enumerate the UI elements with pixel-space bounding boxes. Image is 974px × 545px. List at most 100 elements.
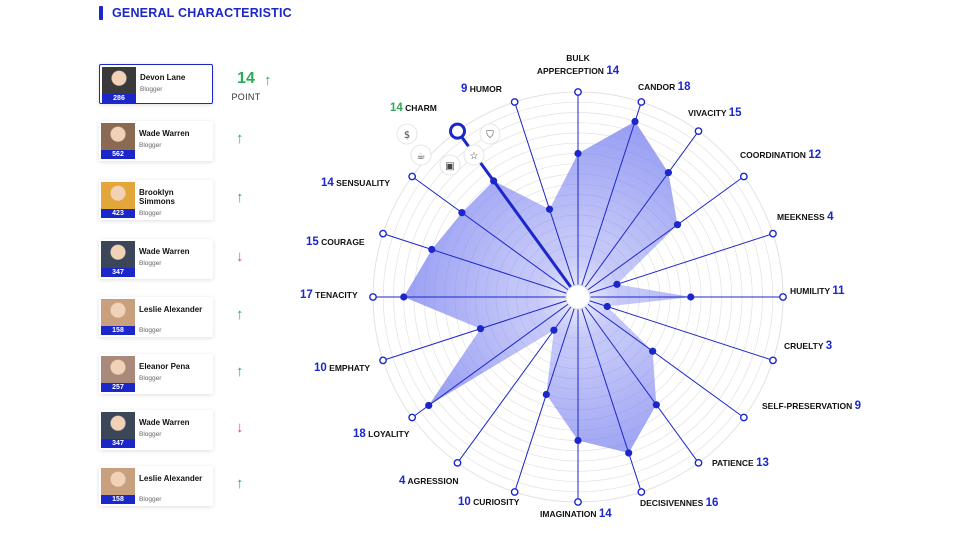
axis-end-marker bbox=[574, 88, 582, 96]
data-point bbox=[687, 293, 695, 301]
axis-label-text: DECISIVENNES 16 bbox=[640, 497, 718, 509]
axis-label: 18 LOYALITY bbox=[353, 428, 410, 440]
axis-label-text: MEEKNESS 4 bbox=[777, 211, 834, 223]
trend-up-icon: ↑ bbox=[236, 363, 244, 380]
axis-end-marker bbox=[694, 458, 703, 467]
trend-down-icon: ↓ bbox=[236, 419, 244, 436]
icon-glyph: ▣ bbox=[445, 161, 454, 172]
axis-label-text: BULK bbox=[566, 53, 590, 63]
axis-label: CANDOR 18 bbox=[638, 81, 691, 93]
axis-end-marker bbox=[694, 127, 703, 136]
avatar-photo bbox=[101, 182, 135, 210]
user-card[interactable]: 347 Wade Warren Blogger ↓ bbox=[99, 410, 244, 450]
user-card[interactable]: 347 Wade Warren Blogger ↓ bbox=[99, 239, 244, 279]
axis-label-text: 10 EMPHATY bbox=[314, 362, 370, 374]
coffee-icon[interactable]: ☕ bbox=[410, 144, 432, 166]
axis-label: SELF-PRESERVATION 9 bbox=[762, 400, 861, 412]
points-value: 14 bbox=[237, 70, 255, 87]
data-point bbox=[603, 302, 611, 311]
axis-line bbox=[577, 296, 642, 493]
axis-label: COORDINATION 12 bbox=[740, 149, 821, 161]
user-name: Eleanor Pena bbox=[139, 362, 190, 371]
points-summary: 14 POINT bbox=[231, 70, 261, 102]
axis-end-marker bbox=[739, 172, 748, 181]
trend-down-icon: ↓ bbox=[236, 248, 244, 265]
axis-end-marker bbox=[379, 229, 387, 238]
axis-label: 15 COURAGE bbox=[306, 236, 365, 248]
axis-label-text: 4 AGRESSION bbox=[399, 475, 458, 487]
axis-label-text: SELF-PRESERVATION 9 bbox=[762, 400, 861, 412]
axis-line bbox=[411, 176, 579, 298]
avatar: 562 bbox=[101, 123, 135, 159]
user-role: Blogger bbox=[139, 260, 162, 267]
user-score-badge: 562 bbox=[101, 150, 135, 159]
data-point bbox=[428, 245, 436, 254]
axis-label-text: IMAGINATION 14 bbox=[540, 508, 612, 520]
axis-label: CRUELTY 3 bbox=[784, 340, 832, 352]
page-title: GENERAL CHARACTERISTIC bbox=[112, 6, 292, 20]
axis-label: 14 CHARM bbox=[390, 102, 437, 114]
user-card[interactable]: 158 Leslie Alexander Blogger ↑ bbox=[99, 297, 244, 337]
shield-icon[interactable]: ⛉ bbox=[479, 123, 501, 145]
avatar-photo bbox=[101, 468, 135, 496]
avatar-photo bbox=[101, 412, 135, 440]
user-role: Blogger bbox=[139, 210, 162, 217]
icon-glyph: ☆ bbox=[470, 151, 479, 162]
axis-line bbox=[382, 233, 579, 298]
user-card[interactable]: 158 Leslie Alexander Blogger ↑ bbox=[99, 466, 244, 506]
axis-label: PATIENCE 13 bbox=[712, 457, 769, 469]
axis-label-text: CANDOR 18 bbox=[638, 81, 691, 93]
avatar-photo bbox=[101, 299, 135, 327]
data-point bbox=[673, 221, 682, 229]
axis-end-marker bbox=[574, 498, 582, 506]
trend-up-icon: ↑ bbox=[236, 306, 244, 323]
avatar-photo bbox=[102, 67, 136, 95]
data-point bbox=[574, 436, 582, 445]
points-arrow-up-icon: ↑ bbox=[264, 72, 272, 89]
icon-bubble bbox=[396, 123, 418, 145]
points-label: POINT bbox=[231, 92, 261, 102]
user-score-badge: 158 bbox=[101, 495, 135, 504]
star-icon[interactable]: ☆ bbox=[463, 144, 485, 166]
dollar-icon[interactable]: $ bbox=[396, 123, 418, 145]
axis-label-text: VIVACITY 15 bbox=[688, 107, 742, 119]
axis-label-text: COORDINATION 12 bbox=[740, 149, 821, 161]
avatar: 286 bbox=[102, 67, 136, 103]
axis-line bbox=[577, 233, 774, 298]
data-point bbox=[664, 169, 672, 177]
user-score-badge: 158 bbox=[101, 326, 135, 335]
user-card[interactable]: 423 Brooklyn Simmons Blogger ↑ bbox=[99, 180, 244, 220]
axis-end-marker bbox=[408, 172, 417, 181]
user-name: Brooklyn Simmons bbox=[139, 188, 176, 206]
axis-line bbox=[577, 130, 699, 298]
user-role: Blogger bbox=[139, 142, 162, 149]
user-role: Blogger bbox=[139, 431, 162, 438]
user-role: Blogger bbox=[139, 375, 162, 382]
data-point bbox=[649, 347, 657, 355]
user-card[interactable]: 286 Devon Lane Blogger bbox=[99, 64, 213, 104]
axis-label: MEEKNESS 4 bbox=[777, 211, 834, 223]
user-card[interactable]: 257 Eleanor Pena Blogger ↑ bbox=[99, 354, 244, 394]
icon-bubble bbox=[410, 144, 432, 166]
axis-end-marker bbox=[453, 458, 462, 467]
avatar: 347 bbox=[101, 241, 135, 277]
data-point bbox=[458, 209, 466, 217]
chart-center-hub bbox=[565, 284, 591, 310]
axis-line bbox=[577, 176, 745, 298]
axis-end-marker bbox=[769, 229, 777, 238]
axis-label-text: 17 TENACITY bbox=[300, 289, 358, 301]
axis-label: 4 AGRESSION bbox=[399, 475, 458, 487]
briefcase-icon[interactable]: ▣ bbox=[439, 154, 461, 176]
user-card[interactable]: 562 Wade Warren Blogger ↑ bbox=[99, 121, 244, 161]
axis-end-marker bbox=[379, 356, 387, 365]
axis-label-text: 9 HUMOR bbox=[461, 83, 502, 95]
user-score-badge: 347 bbox=[101, 268, 135, 277]
data-point bbox=[574, 149, 582, 158]
avatar: 158 bbox=[101, 299, 135, 335]
data-point bbox=[545, 205, 554, 213]
section-header: GENERAL CHARACTERISTIC bbox=[99, 6, 292, 20]
trend-up-icon: ↑ bbox=[236, 475, 244, 492]
user-score-badge: 257 bbox=[101, 383, 135, 392]
axis-end-marker bbox=[779, 293, 787, 301]
user-name: Wade Warren bbox=[139, 129, 190, 138]
